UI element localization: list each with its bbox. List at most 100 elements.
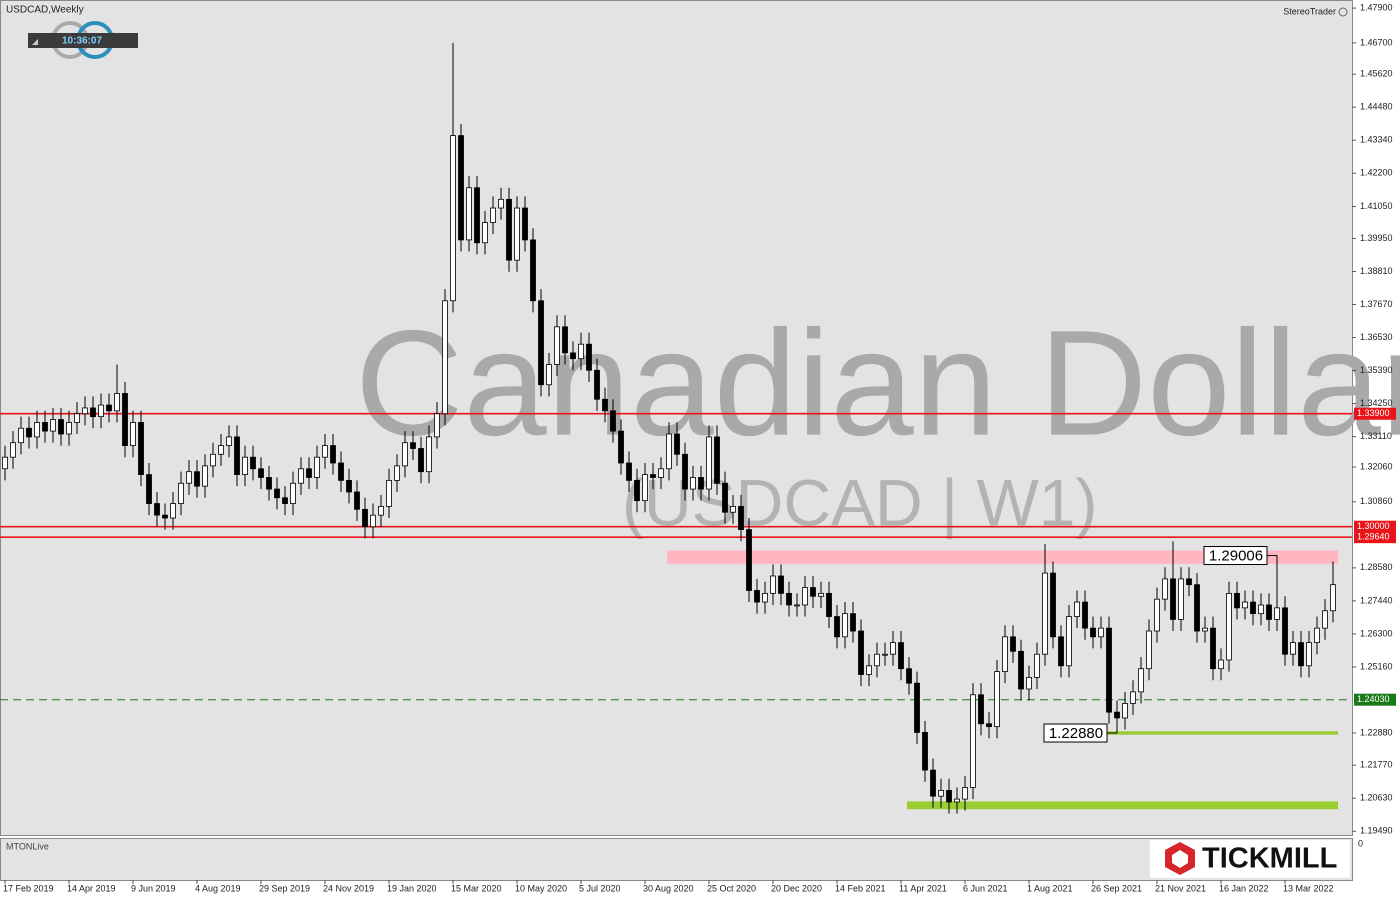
candle-body [410, 442, 416, 449]
y-tick-label: 1.37670 [1360, 299, 1393, 309]
x-tick-label: 1 Aug 2021 [1027, 883, 1073, 893]
candle-body [522, 207, 528, 241]
x-tick-label: 30 Aug 2020 [643, 883, 694, 893]
candle-body [1138, 668, 1144, 693]
candle-body [1314, 627, 1320, 644]
candle-body [450, 135, 456, 302]
candle-body [362, 508, 368, 528]
candle-body [1082, 601, 1088, 629]
candle-body [538, 300, 544, 386]
candle-body [1306, 642, 1312, 667]
candle-body [1146, 630, 1152, 670]
x-tick-label: 6 Jun 2021 [963, 883, 1008, 893]
candle-body [1242, 601, 1248, 609]
candle-body [66, 422, 72, 435]
candle-body [98, 404, 104, 418]
candle-body [1194, 584, 1200, 632]
x-tick-label: 17 Feb 2019 [3, 883, 54, 893]
candle-body [1226, 592, 1232, 661]
x-tick-label: 26 Sep 2021 [1091, 883, 1142, 893]
x-tick-label: 16 Jan 2022 [1219, 883, 1269, 893]
level-label-bg [1354, 531, 1396, 544]
logo-text: TICKMILL [1202, 843, 1337, 875]
candle-body [370, 514, 376, 528]
candle-body [842, 613, 848, 638]
watermark: Canadian Dollar [355, 299, 1400, 467]
plot-area [0, 0, 1353, 836]
candle-body [778, 575, 784, 594]
candle-body [1330, 584, 1336, 612]
candle-body [730, 506, 736, 513]
candle-body [562, 326, 568, 354]
candle-body [850, 613, 856, 632]
candle-body [290, 482, 296, 504]
x-tick-label: 11 Apr 2021 [899, 883, 947, 893]
symbol-title: USDCAD,Weekly [6, 5, 84, 16]
candle-body [1282, 607, 1288, 655]
x-tick-label: 20 Dec 2020 [771, 883, 822, 893]
candle-body [466, 187, 472, 241]
x-tick-label: 21 Nov 2021 [1155, 883, 1206, 893]
candle-body [906, 668, 912, 684]
y-tick-label: 1.27440 [1360, 595, 1393, 605]
candle-body [1274, 607, 1280, 620]
indicator-tick-label: 0 [1358, 838, 1363, 848]
candle-body [994, 671, 1000, 728]
candle-body [986, 723, 992, 728]
candle-body [858, 630, 864, 675]
candle-body [34, 422, 40, 438]
candle-body [642, 474, 648, 502]
candle-body [1170, 578, 1176, 620]
candle-body [1122, 703, 1128, 719]
candle-body [690, 477, 696, 490]
candle-body [882, 653, 888, 656]
candle-body [314, 456, 320, 478]
candle-body [202, 465, 208, 487]
candle-body [90, 407, 96, 418]
x-tick-label: 10 May 2020 [515, 883, 567, 893]
candle-body [738, 506, 744, 531]
clock-box [28, 33, 138, 48]
candle-body [418, 448, 424, 473]
candle-body [442, 300, 448, 415]
x-tick-label: 13 Mar 2022 [1283, 883, 1334, 893]
candle-body [378, 506, 384, 516]
x-tick-label: 19 Jan 2020 [387, 883, 437, 893]
candle-body [978, 694, 984, 725]
x-tick-label: 14 Apr 2019 [67, 883, 116, 893]
candle-body [578, 343, 584, 360]
candle-body [322, 445, 328, 458]
y-tick-label: 1.43340 [1360, 135, 1393, 145]
candle-body [1154, 598, 1160, 632]
candle-body [1234, 592, 1240, 609]
candle-body [58, 419, 64, 435]
candle-body [666, 433, 672, 470]
candle-body [946, 789, 952, 803]
candle-body [138, 422, 144, 475]
candle-body [210, 453, 216, 467]
candle-body [26, 427, 32, 438]
y-tick-label: 1.32060 [1360, 461, 1393, 471]
candle-body [1202, 627, 1208, 632]
clock: 10:36:07 [62, 36, 102, 47]
candle-body [426, 436, 432, 473]
candle-body [1074, 601, 1080, 617]
candle-body [586, 343, 592, 371]
candle-body [178, 482, 184, 504]
candle-body [18, 427, 24, 444]
y-tick-label: 1.28580 [1360, 562, 1393, 572]
candle-body [930, 769, 936, 797]
y-tick-label: 1.39950 [1360, 233, 1393, 243]
candle-body [1050, 572, 1056, 638]
candle-body [394, 465, 400, 481]
candle-body [762, 592, 768, 603]
candle-body [682, 453, 688, 490]
y-tick-label: 1.42200 [1360, 168, 1393, 178]
candle-body [194, 471, 200, 487]
candle-body [602, 398, 608, 412]
candle-body [898, 642, 904, 670]
candle-body [706, 436, 712, 490]
candle-body [106, 404, 112, 412]
brand: StereoTrader [1283, 6, 1336, 16]
